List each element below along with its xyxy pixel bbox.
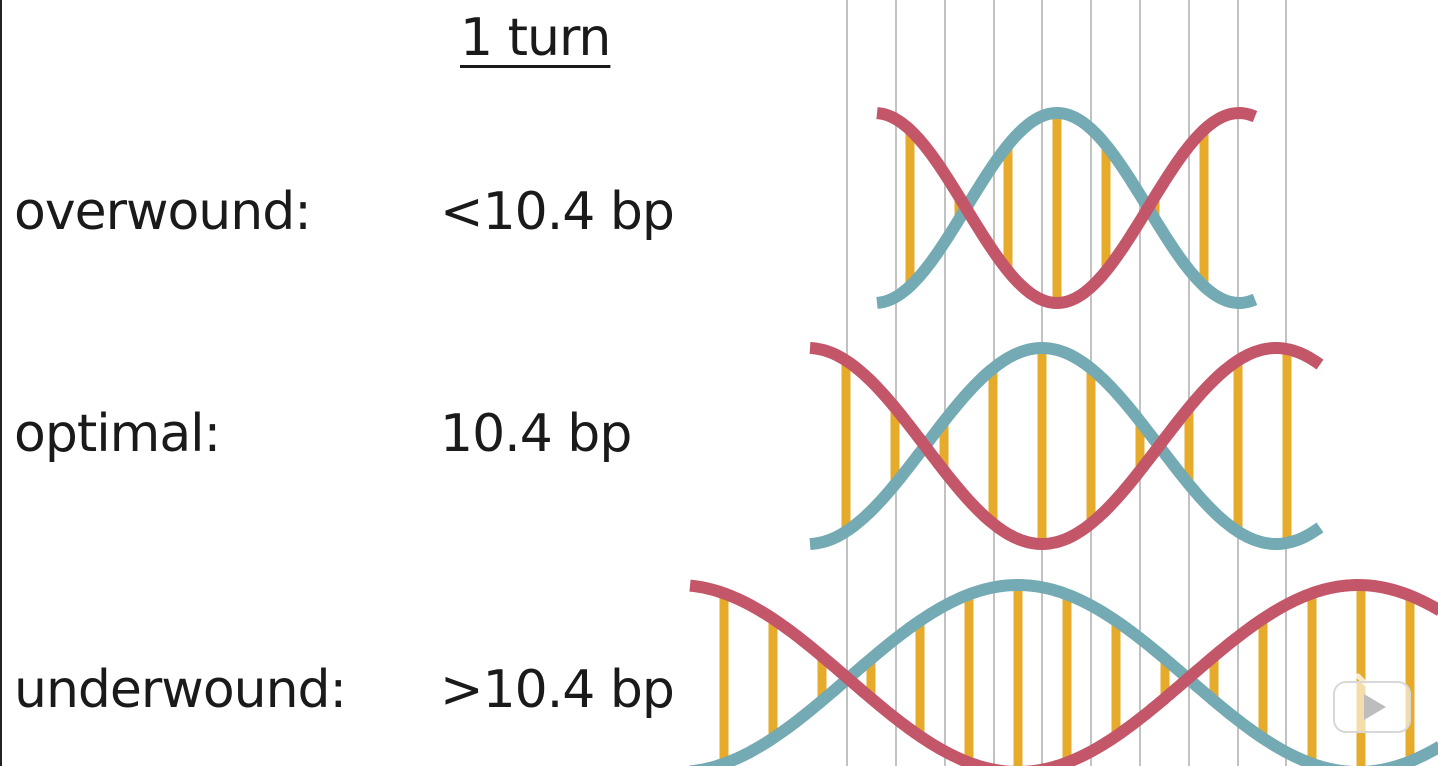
row-value-overwound: <10.4 bp <box>440 182 675 242</box>
row-value-underwound: >10.4 bp <box>440 660 675 720</box>
optimal-helix-strand-red <box>809 342 1324 550</box>
helix-underwound <box>689 579 1438 766</box>
underwound-helix-strand-red <box>689 579 1438 766</box>
row-label-underwound: underwound: <box>14 660 347 720</box>
overwound-helix-strand-teal <box>876 106 1258 310</box>
row-label-overwound: overwound: <box>14 182 312 242</box>
video-play-icon <box>1333 673 1411 733</box>
helix-overwound <box>876 106 1258 310</box>
slide-title: 1 turn <box>460 8 611 68</box>
underwound-helix-strand-teal <box>689 579 1438 766</box>
overwound-helix-strand-red <box>876 106 1258 310</box>
helix-optimal <box>809 342 1324 550</box>
row-value-optimal: 10.4 bp <box>440 404 632 464</box>
row-label-optimal: optimal: <box>14 404 221 464</box>
optimal-helix-strand-teal <box>809 342 1324 550</box>
